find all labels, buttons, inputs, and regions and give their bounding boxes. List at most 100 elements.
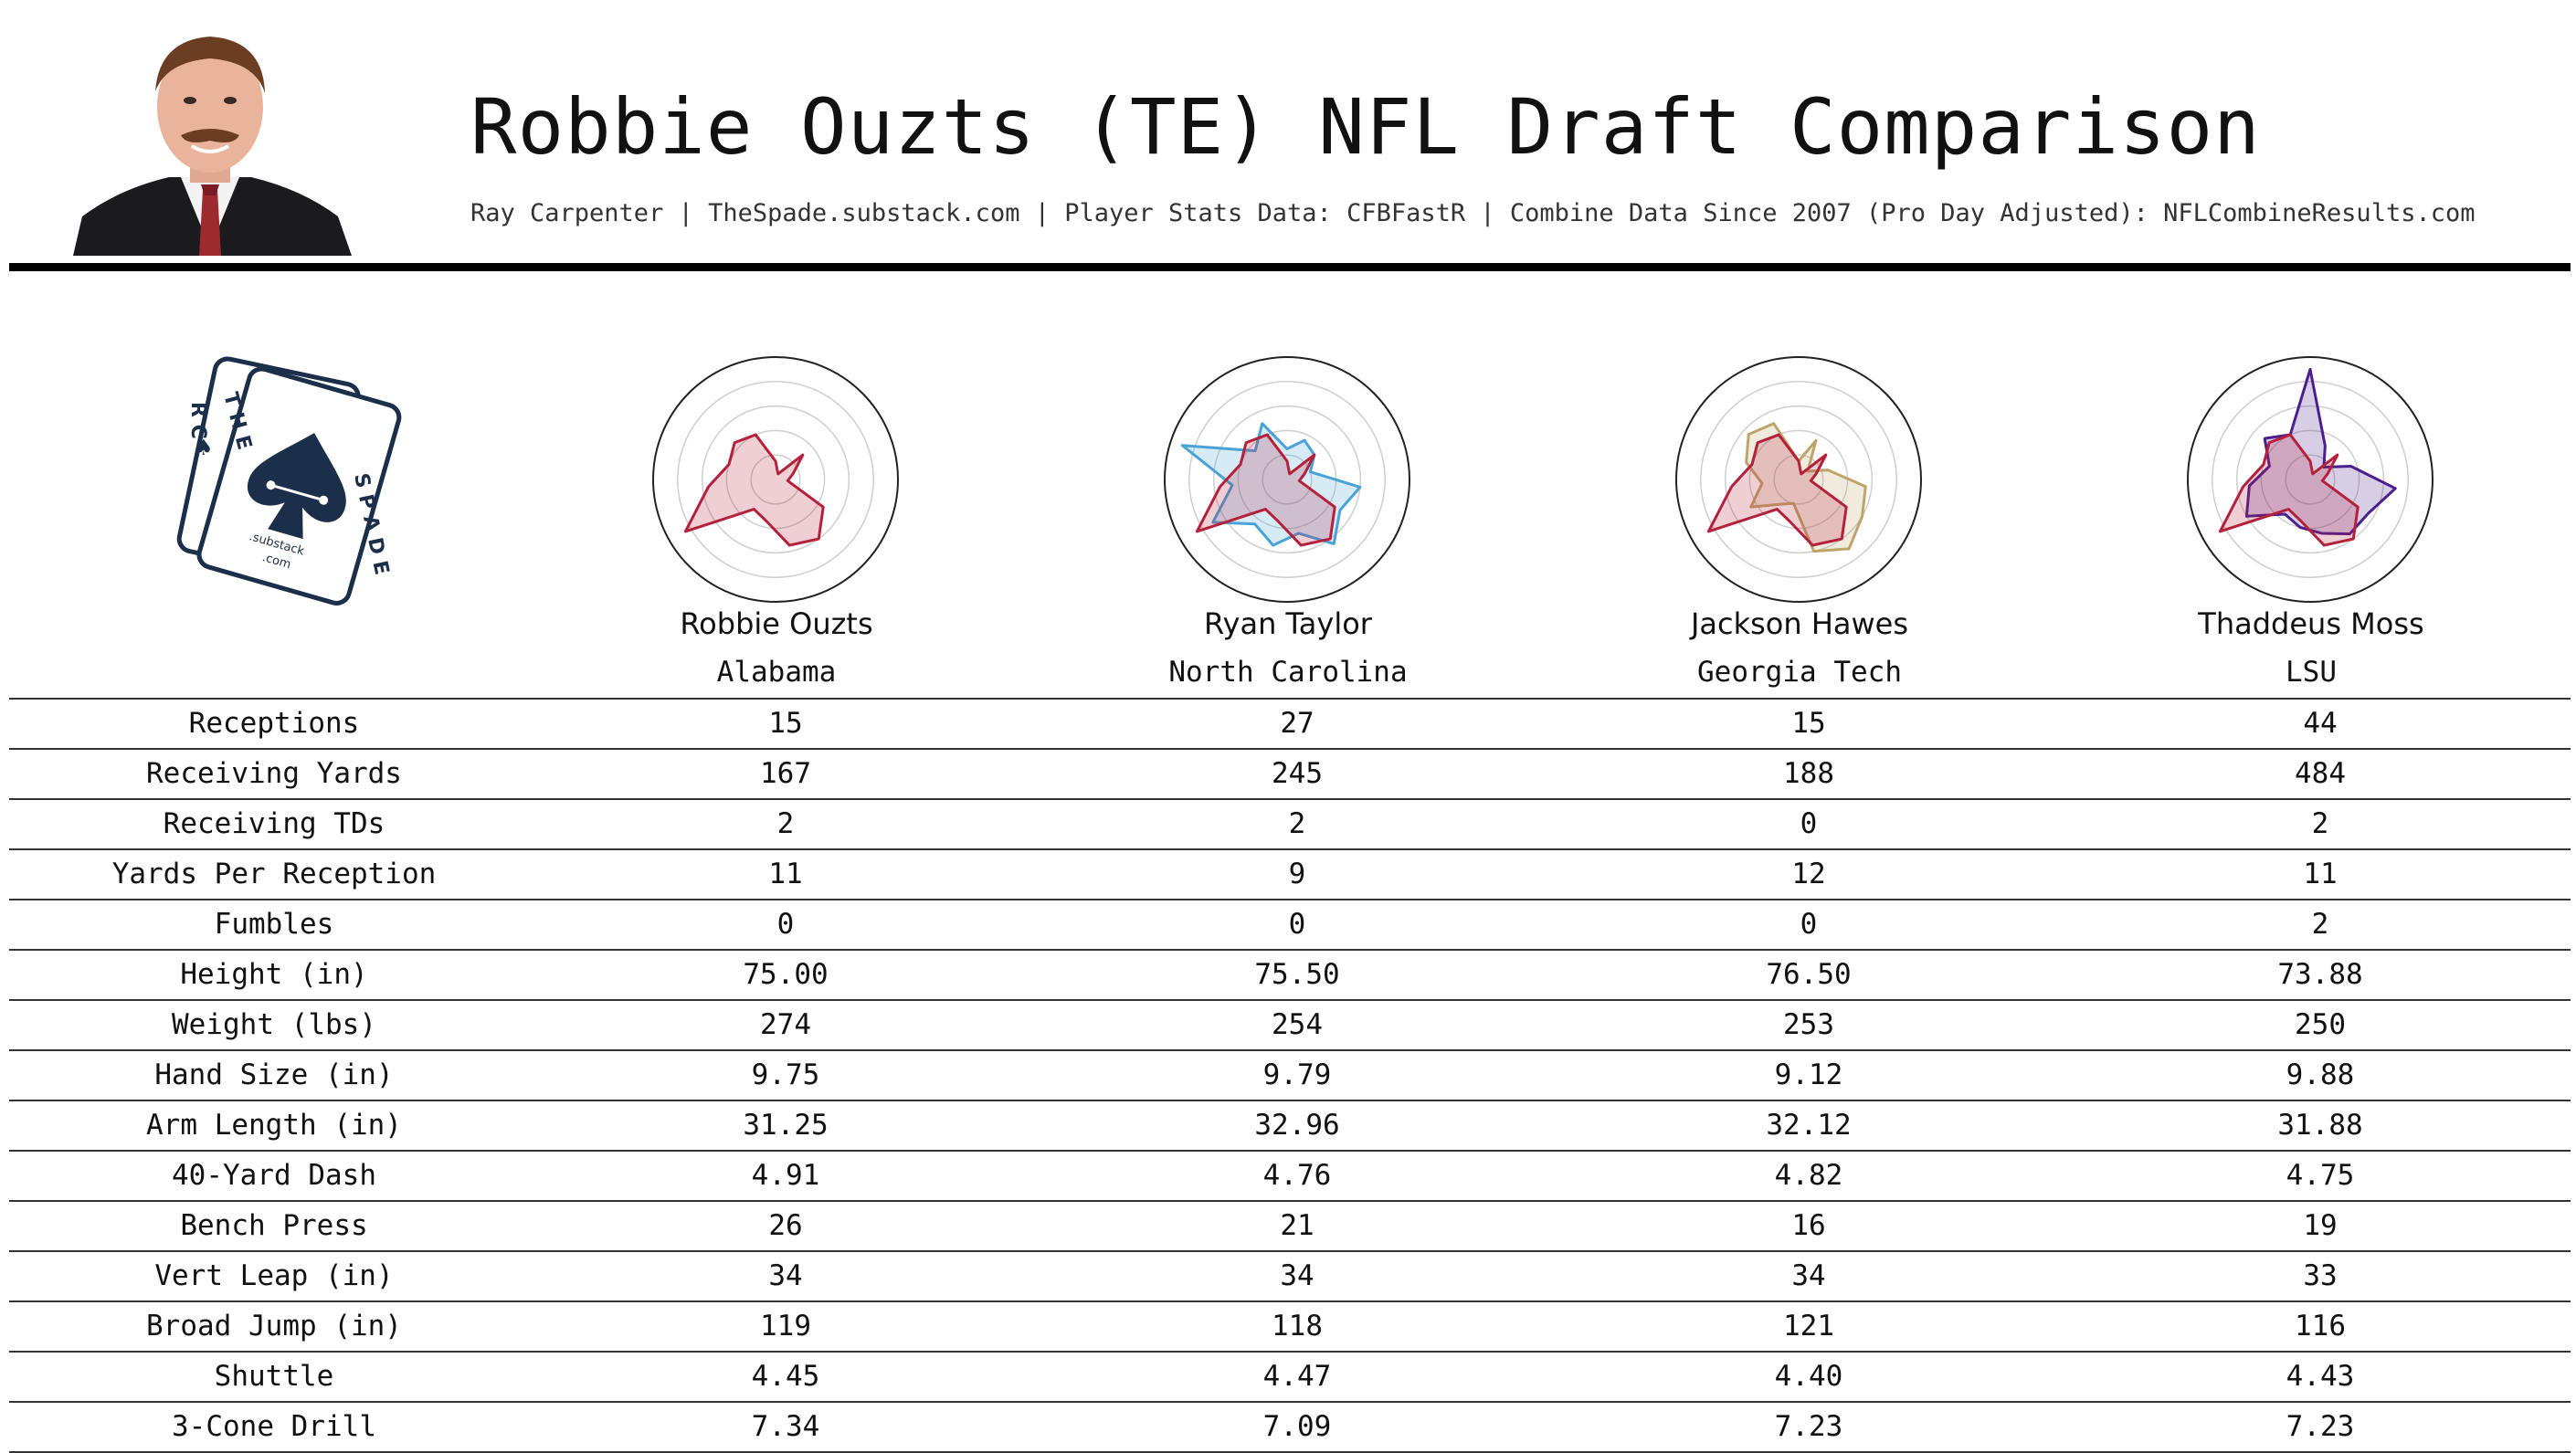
radar-grid-ring — [1700, 381, 1897, 578]
stat-value: 4.91 — [751, 1159, 820, 1192]
table-row: Bench Press 26 21 16 19 — [9, 1200, 2571, 1250]
player-school: Alabama — [716, 656, 837, 689]
stat-label: Yards Per Reception — [111, 858, 437, 890]
radar-grid-ring — [677, 381, 874, 578]
radar-series-ouzts — [1706, 433, 1848, 547]
radar-series-ouzts — [1195, 433, 1336, 547]
stat-value: 0 — [1800, 807, 1818, 840]
player-name: Ryan Taylor — [1204, 606, 1372, 641]
stat-value: 0 — [1800, 908, 1818, 941]
stat-label: Fumbles — [214, 908, 334, 941]
radar-outer-ring — [2187, 356, 2433, 603]
stat-value: 76.50 — [1766, 958, 1852, 991]
logo-letters-rc: R C — [186, 402, 209, 439]
stats-table: Receptions 15 27 15 44 Receiving Yards 1… — [9, 698, 2571, 1453]
radar-chart-hawes — [1675, 356, 1922, 603]
stat-value: 12 — [1791, 858, 1826, 890]
stat-value: 33 — [2303, 1259, 2338, 1292]
radar-series-ouzts — [683, 433, 825, 547]
table-row: Broad Jump (in) 119 118 121 116 — [9, 1300, 2571, 1351]
stat-value: 7.34 — [751, 1410, 820, 1443]
radar-grid-ring — [2235, 405, 2385, 554]
stat-value: 7.23 — [2286, 1410, 2355, 1443]
stat-value: 250 — [2295, 1008, 2346, 1041]
stat-label: Bench Press — [180, 1209, 368, 1242]
stat-label: Height (in) — [180, 958, 368, 991]
stat-value: 253 — [1783, 1008, 1834, 1041]
stat-value: 167 — [760, 757, 811, 790]
stat-value: 4.76 — [1262, 1159, 1332, 1192]
stat-value: 9 — [1288, 858, 1306, 890]
stat-value: 4.75 — [2286, 1159, 2355, 1192]
stat-value: 274 — [760, 1008, 811, 1041]
table-row: Receiving Yards 167 245 188 484 — [9, 748, 2571, 798]
table-row: Height (in) 75.00 75.50 76.50 73.88 — [9, 949, 2571, 999]
stat-value: 15 — [1791, 707, 1826, 740]
stat-value: 116 — [2295, 1310, 2346, 1342]
stat-value: 75.00 — [743, 958, 829, 991]
stat-value: 254 — [1272, 1008, 1323, 1041]
stat-label: Receiving TDs — [163, 807, 385, 840]
stat-value: 11 — [2303, 858, 2338, 890]
stat-value: 34 — [768, 1259, 803, 1292]
radar-series-comparison — [1180, 422, 1362, 547]
stat-value: 9.12 — [1774, 1058, 1843, 1091]
stat-value: 21 — [1280, 1209, 1314, 1242]
stat-value: 26 — [768, 1209, 803, 1242]
radar-grid-ring — [2285, 454, 2336, 505]
radar-chart-ouzts — [652, 356, 899, 603]
stat-value: 11 — [768, 858, 803, 890]
stat-value: 73.88 — [2277, 958, 2363, 991]
table-row: Yards Per Reception 11 9 12 11 — [9, 848, 2571, 899]
stat-value: 2 — [2311, 807, 2329, 840]
stat-value: 4.45 — [751, 1360, 820, 1393]
radar-grid-ring — [1212, 405, 1362, 554]
radar-outer-ring — [1675, 356, 1922, 603]
stat-value: 188 — [1783, 757, 1834, 790]
table-row: Vert Leap (in) 34 34 34 33 — [9, 1250, 2571, 1300]
stat-value: 2 — [2311, 908, 2329, 941]
stat-value: 7.09 — [1262, 1410, 1332, 1443]
player-name: Jackson Hawes — [1690, 606, 1909, 641]
stat-value: 34 — [1280, 1259, 1314, 1292]
stat-label: Hand Size (in) — [154, 1058, 394, 1091]
radar-grid-ring — [2260, 429, 2360, 530]
table-row: Shuttle 4.45 4.47 4.40 4.43 — [9, 1351, 2571, 1401]
stat-value: 34 — [1791, 1259, 1826, 1292]
radar-grid-ring — [725, 429, 826, 530]
stat-value: 9.75 — [751, 1058, 820, 1091]
table-row: 3-Cone Drill 7.34 7.09 7.23 7.23 — [9, 1401, 2571, 1453]
player-headshot — [73, 37, 352, 256]
radar-chart-taylor — [1164, 356, 1410, 603]
stat-value: 9.88 — [2286, 1058, 2355, 1091]
stat-value: 9.79 — [1262, 1058, 1332, 1091]
radar-grid-ring — [1724, 405, 1874, 554]
stat-label: Broad Jump (in) — [146, 1310, 402, 1342]
player-school: Georgia Tech — [1697, 656, 1902, 689]
stat-value: 32.96 — [1254, 1109, 1340, 1142]
stat-label: 3-Cone Drill — [172, 1410, 376, 1443]
the-spade-logo: .substack .com R C T H E S P A D E ♠ — [176, 356, 402, 606]
logo-spade-pip: ♠ — [194, 435, 214, 460]
radar-grid-ring — [2212, 381, 2409, 578]
radar-grid-ring — [1188, 381, 1386, 578]
stat-value: 484 — [2295, 757, 2346, 790]
stat-value: 19 — [2303, 1209, 2338, 1242]
stat-value: 31.88 — [2277, 1109, 2363, 1142]
page-subtitle: Ray Carpenter | TheSpade.substack.com | … — [470, 199, 2476, 227]
stat-value: 44 — [2303, 707, 2338, 740]
stat-label: Weight (lbs) — [172, 1008, 376, 1041]
stat-value: 4.40 — [1774, 1360, 1843, 1393]
stat-value: 4.82 — [1774, 1159, 1843, 1192]
table-row: Hand Size (in) 9.75 9.79 9.12 9.88 — [9, 1049, 2571, 1100]
radar-grid-ring — [1262, 454, 1313, 505]
stat-value: 2 — [776, 807, 795, 840]
stat-value: 4.47 — [1262, 1360, 1332, 1393]
table-row: Receiving TDs 2 2 0 2 — [9, 798, 2571, 848]
stat-label: Receiving Yards — [146, 757, 402, 790]
radar-grid-ring — [701, 405, 850, 554]
stat-value: 2 — [1288, 807, 1306, 840]
player-name: Thaddeus Moss — [2198, 606, 2424, 641]
stat-value: 7.23 — [1774, 1410, 1843, 1443]
